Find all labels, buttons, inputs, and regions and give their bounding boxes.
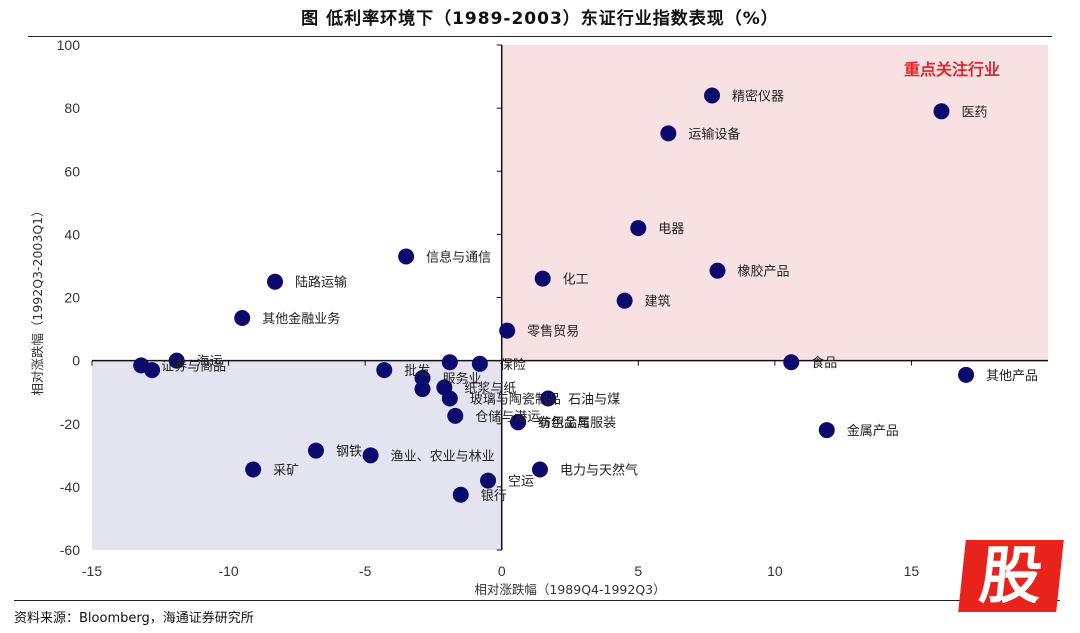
point-label: 钢铁 xyxy=(336,445,362,460)
point-label: 精密仪器 xyxy=(732,89,784,105)
y-tick-label: 20 xyxy=(64,290,80,306)
data-point xyxy=(447,407,464,424)
tick-labels: -15 -10 -5 0 5 10 15 -60 -40 -20 0 20 40 60 80 100 xyxy=(57,37,920,579)
data-point xyxy=(471,355,488,372)
data-point xyxy=(267,273,284,290)
data-point xyxy=(630,220,647,237)
y-tick-label: 0 xyxy=(72,353,80,369)
point-label: 金属产品 xyxy=(847,423,899,439)
point-label: 其他产品 xyxy=(986,369,1038,384)
data-point xyxy=(540,390,557,407)
y-tick-label: -40 xyxy=(60,479,80,495)
point-label: 陆路运输 xyxy=(295,275,347,291)
data-point xyxy=(168,352,185,369)
point-label: 医药 xyxy=(961,105,987,120)
data-point xyxy=(414,381,431,398)
x-tick-label: 10 xyxy=(767,563,783,579)
data-point xyxy=(144,362,161,379)
point-label: 玻璃与陶瓷制品 xyxy=(470,392,561,408)
y-tick-label: 60 xyxy=(64,163,80,179)
point-label: 电器 xyxy=(658,222,684,237)
y-tick-label: -60 xyxy=(60,542,80,558)
chart-regions xyxy=(92,45,1048,550)
data-point xyxy=(362,447,379,464)
y-tick-label: 100 xyxy=(57,37,81,53)
data-points xyxy=(133,87,975,503)
source-note: 资料来源：Bloomberg，海通证券研究所 xyxy=(14,611,254,626)
x-tick-label: -5 xyxy=(359,563,372,579)
point-label: 保险 xyxy=(500,358,526,373)
point-label: 纺织品与服装 xyxy=(538,416,616,431)
point-label: 批发 xyxy=(404,363,430,379)
scatter-chart: -15 -10 -5 0 5 10 15 -60 -40 -20 0 20 40 60 80 100 精密仪器… xyxy=(30,37,1048,597)
point-label: 有色金属 xyxy=(538,415,590,431)
point-label: 化工 xyxy=(563,273,589,288)
chart-axes xyxy=(91,44,1048,551)
data-point xyxy=(704,87,721,104)
y-tick-label: -20 xyxy=(60,416,80,432)
data-point xyxy=(958,366,975,383)
point-label: 石油与煤 xyxy=(568,393,620,408)
data-point xyxy=(376,362,393,379)
x-tick-label: -15 xyxy=(82,563,102,579)
x-axis-title: 相对涨跌幅（1989Q4-1992Q3） xyxy=(474,582,665,597)
point-label: 服务业 xyxy=(443,371,482,387)
data-point xyxy=(234,310,251,327)
data-point xyxy=(660,125,677,142)
source-divider xyxy=(14,600,1060,601)
y-tick-label: 40 xyxy=(64,226,80,242)
data-point xyxy=(709,262,726,279)
point-label: 橡胶产品 xyxy=(737,264,789,280)
point-label: 零售贸易 xyxy=(527,324,579,340)
point-label: 食品 xyxy=(811,355,837,371)
data-point xyxy=(783,354,800,371)
point-label: 海运 xyxy=(197,355,223,370)
data-point xyxy=(616,292,633,309)
data-point xyxy=(452,486,469,503)
x-tick-label: 15 xyxy=(904,563,920,579)
data-point xyxy=(307,442,324,459)
point-label: 纸浆与纸 xyxy=(464,381,516,396)
data-point xyxy=(818,422,835,439)
y-axis-title: 相对涨跌幅（1992Q3-2003Q1） xyxy=(30,204,45,395)
point-label: 电力与天然气 xyxy=(560,463,638,479)
point-label: 渔业、农业与林业 xyxy=(391,449,495,464)
point-label: 采矿 xyxy=(273,464,299,479)
x-tick-label: -10 xyxy=(218,563,238,579)
data-point xyxy=(245,461,262,478)
x-tick-label: 5 xyxy=(634,563,642,579)
data-point xyxy=(933,103,950,120)
point-label: 银行 xyxy=(481,489,507,504)
point-label: 信息与通信 xyxy=(426,249,491,265)
point-label: 建筑 xyxy=(645,294,671,310)
title-divider xyxy=(28,36,1052,37)
y-tick-label: 80 xyxy=(64,100,80,116)
data-point xyxy=(480,472,497,489)
data-point xyxy=(510,414,527,431)
data-point xyxy=(398,248,415,265)
point-label: 仓储与港运 xyxy=(475,410,540,425)
point-label: 运输设备 xyxy=(688,126,740,142)
data-point xyxy=(534,270,551,287)
focus-region-label: 重点关注行业 xyxy=(904,60,1000,79)
point-label: 空运 xyxy=(508,475,534,490)
data-point xyxy=(499,322,516,339)
data-point xyxy=(441,354,458,371)
data-point xyxy=(414,369,431,386)
watermark-logo: 股 xyxy=(958,539,1064,612)
point-label: 证券与商品 xyxy=(161,358,226,374)
chart-title: 图 低利率环境下（1989-2003）东证行业指数表现（%） xyxy=(301,9,779,29)
data-point xyxy=(531,461,548,478)
data-point xyxy=(441,390,458,407)
point-label: 其他金融业务 xyxy=(262,311,340,327)
negative-region xyxy=(92,360,502,550)
focus-region xyxy=(501,45,1048,361)
x-tick-label: 0 xyxy=(498,563,506,579)
